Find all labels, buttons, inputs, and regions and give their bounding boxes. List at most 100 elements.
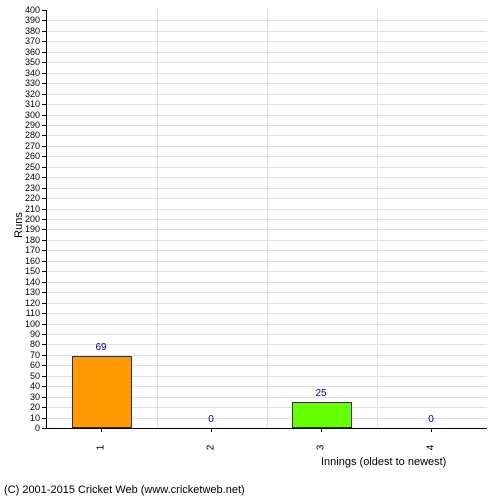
y-tick-mark [42, 125, 46, 126]
y-tick-mark [42, 397, 46, 398]
y-tick-label: 390 [0, 15, 40, 25]
bar [72, 356, 133, 428]
y-tick-mark [42, 271, 46, 272]
y-tick-mark [42, 428, 46, 429]
y-tick-label: 270 [0, 141, 40, 151]
y-tick-mark [42, 313, 46, 314]
gridline-vertical [377, 10, 378, 428]
y-tick-mark [42, 188, 46, 189]
x-tick-mark [101, 428, 102, 432]
bar-value-label: 0 [428, 414, 434, 425]
y-tick-mark [42, 365, 46, 366]
x-tick-mark [211, 428, 212, 432]
y-tick-mark [42, 386, 46, 387]
chart-container: Runs Innings (oldest to newest) (C) 2001… [0, 0, 500, 500]
y-tick-mark [42, 355, 46, 356]
y-tick-label: 330 [0, 78, 40, 88]
y-tick-label: 260 [0, 151, 40, 161]
y-tick-mark [42, 407, 46, 408]
y-tick-mark [42, 292, 46, 293]
y-tick-mark [42, 83, 46, 84]
y-tick-mark [42, 62, 46, 63]
y-tick-mark [42, 31, 46, 32]
y-tick-mark [42, 10, 46, 11]
x-tick-mark [321, 428, 322, 432]
y-tick-label: 200 [0, 214, 40, 224]
y-tick-mark [42, 94, 46, 95]
y-tick-label: 110 [0, 308, 40, 318]
y-tick-label: 170 [0, 245, 40, 255]
y-tick-label: 380 [0, 26, 40, 36]
y-tick-mark [42, 41, 46, 42]
y-tick-mark [42, 229, 46, 230]
bar-value-label: 69 [95, 342, 106, 353]
y-tick-label: 20 [0, 402, 40, 412]
gridline-vertical [157, 10, 158, 428]
y-tick-label: 190 [0, 224, 40, 234]
y-tick-label: 10 [0, 413, 40, 423]
y-tick-mark [42, 20, 46, 21]
y-tick-label: 280 [0, 130, 40, 140]
y-tick-label: 230 [0, 183, 40, 193]
y-tick-label: 180 [0, 235, 40, 245]
y-tick-label: 220 [0, 193, 40, 203]
y-tick-mark [42, 418, 46, 419]
y-tick-mark [42, 146, 46, 147]
y-tick-mark [42, 344, 46, 345]
y-tick-mark [42, 250, 46, 251]
y-tick-mark [42, 334, 46, 335]
y-tick-mark [42, 198, 46, 199]
y-tick-label: 140 [0, 277, 40, 287]
y-tick-label: 40 [0, 381, 40, 391]
y-tick-label: 370 [0, 36, 40, 46]
x-tick-label: 4 [426, 445, 437, 451]
y-tick-label: 290 [0, 120, 40, 130]
x-tick-label: 3 [316, 445, 327, 451]
y-tick-mark [42, 209, 46, 210]
y-tick-label: 150 [0, 266, 40, 276]
bar [292, 402, 353, 428]
plot-area [46, 10, 487, 429]
y-tick-mark [42, 104, 46, 105]
y-tick-mark [42, 240, 46, 241]
y-tick-mark [42, 282, 46, 283]
x-axis-label: Innings (oldest to newest) [321, 456, 446, 468]
y-tick-mark [42, 177, 46, 178]
y-tick-label: 70 [0, 350, 40, 360]
y-tick-label: 310 [0, 99, 40, 109]
copyright-text: (C) 2001-2015 Cricket Web (www.cricketwe… [4, 484, 245, 496]
y-tick-label: 240 [0, 172, 40, 182]
bar-value-label: 0 [208, 414, 214, 425]
y-tick-mark [42, 324, 46, 325]
y-tick-label: 340 [0, 68, 40, 78]
y-tick-label: 130 [0, 287, 40, 297]
gridline-vertical [267, 10, 268, 428]
y-tick-mark [42, 261, 46, 262]
y-tick-mark [42, 167, 46, 168]
y-tick-label: 30 [0, 392, 40, 402]
y-tick-label: 60 [0, 360, 40, 370]
y-tick-label: 90 [0, 329, 40, 339]
y-tick-label: 80 [0, 339, 40, 349]
y-tick-mark [42, 376, 46, 377]
y-tick-label: 50 [0, 371, 40, 381]
y-tick-mark [42, 219, 46, 220]
x-tick-label: 1 [96, 445, 107, 451]
y-tick-label: 320 [0, 89, 40, 99]
y-tick-mark [42, 73, 46, 74]
y-tick-label: 350 [0, 57, 40, 67]
y-tick-mark [42, 52, 46, 53]
y-tick-label: 400 [0, 5, 40, 15]
x-tick-label: 2 [206, 445, 217, 451]
y-tick-label: 100 [0, 319, 40, 329]
y-tick-label: 210 [0, 204, 40, 214]
y-tick-mark [42, 115, 46, 116]
y-tick-mark [42, 156, 46, 157]
y-tick-label: 0 [0, 423, 40, 433]
y-tick-label: 360 [0, 47, 40, 57]
bar-value-label: 25 [315, 388, 326, 399]
y-tick-label: 160 [0, 256, 40, 266]
y-tick-mark [42, 135, 46, 136]
y-tick-label: 300 [0, 110, 40, 120]
x-tick-mark [431, 428, 432, 432]
